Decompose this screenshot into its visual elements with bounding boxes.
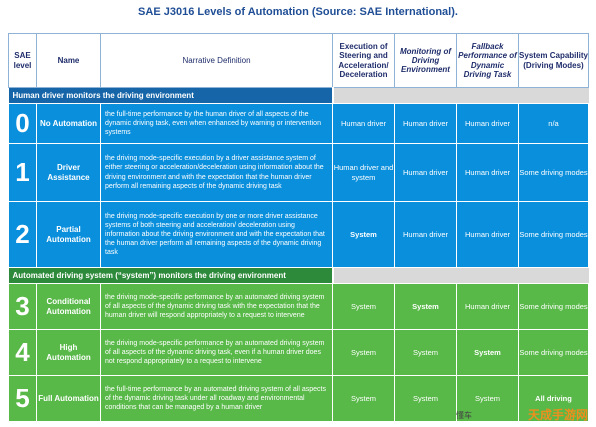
level-capability: Some driving modes (518, 201, 589, 268)
level-execution: System (332, 329, 395, 376)
level-name: Full Automation (36, 375, 101, 422)
section-gap (331, 87, 589, 104)
header-execution: Execution of Steering and Acceleration/ … (332, 33, 395, 88)
level-fallback: Human driver (456, 201, 519, 268)
level-execution: System (332, 283, 395, 330)
level-number: 2 (8, 201, 37, 268)
level-fallback: Human driver (456, 103, 519, 144)
level-monitoring: System (394, 375, 457, 422)
level-row-5: 5 Full Automation the full-time performa… (8, 375, 589, 422)
level-number: 5 (8, 375, 37, 422)
level-number: 1 (8, 143, 37, 202)
header-fallback: Fallback Performance of Dynamic Driving … (456, 33, 519, 88)
level-name: Partial Automation (36, 201, 101, 268)
level-name: Driver Assistance (36, 143, 101, 202)
level-definition: the driving mode-specific performance by… (100, 283, 333, 330)
level-monitoring: Human driver (394, 103, 457, 144)
level-capability: All driving (518, 375, 589, 422)
level-definition: the driving mode-specific execution by o… (100, 201, 333, 268)
page-title: SAE J3016 Levels of Automation (Source: … (138, 6, 458, 18)
section-row-human: Human driver monitors the driving enviro… (8, 87, 589, 104)
header-capability: System Capability (Driving Modes) (518, 33, 589, 88)
level-definition: the driving mode-specific execution by a… (100, 143, 333, 202)
level-number: 4 (8, 329, 37, 376)
level-fallback: System (456, 375, 519, 422)
level-name: High Automation (36, 329, 101, 376)
level-monitoring: Human driver (394, 201, 457, 268)
level-fallback: Human driver (456, 143, 519, 202)
level-row-3: 3 Conditional Automation the driving mod… (8, 283, 589, 330)
header-name: Name (36, 33, 101, 88)
level-capability: Some driving modes (518, 329, 589, 376)
section-human-label: Human driver monitors the driving enviro… (8, 87, 333, 104)
automation-levels-table: SAE level Name Narrative Definition Exec… (8, 33, 589, 422)
level-row-0: 0 No Automation the full-time performanc… (8, 103, 589, 144)
level-fallback: System (456, 329, 519, 376)
level-fallback: Human driver (456, 283, 519, 330)
header-monitoring: Monitoring of Driving Environment (394, 33, 457, 88)
level-definition: the driving mode-specific performance by… (100, 329, 333, 376)
level-monitoring: System (394, 283, 457, 330)
level-capability: Some driving modes (518, 283, 589, 330)
level-capability: Some driving modes (518, 143, 589, 202)
level-execution: System (332, 375, 395, 422)
level-row-4: 4 High Automation the driving mode-speci… (8, 329, 589, 376)
level-name: Conditional Automation (36, 283, 101, 330)
watermark-logo: 天成手游网 (527, 408, 588, 422)
section-row-automated: Automated driving system (“system”) moni… (8, 267, 589, 284)
level-definition: the full-time performance by an automate… (100, 375, 333, 422)
level-capability: n/a (518, 103, 589, 144)
section-gap (331, 267, 589, 284)
level-row-1: 1 Driver Assistance the driving mode-spe… (8, 143, 589, 202)
header-definition: Narrative Definition (100, 33, 333, 88)
header-sae-level: SAE level (8, 33, 37, 88)
header-row: SAE level Name Narrative Definition Exec… (8, 33, 589, 88)
level-number: 0 (8, 103, 37, 144)
level-name: No Automation (36, 103, 101, 144)
level-row-2: 2 Partial Automation the driving mode-sp… (8, 201, 589, 268)
level-execution: Human driver and system (332, 143, 395, 202)
watermark-small: 懂车 (456, 411, 472, 420)
level-execution: System (332, 201, 395, 268)
level-monitoring: Human driver (394, 143, 457, 202)
level-number: 3 (8, 283, 37, 330)
level-definition: the full-time performance by the human d… (100, 103, 333, 144)
level-monitoring: System (394, 329, 457, 376)
section-automated-label: Automated driving system (“system”) moni… (8, 267, 333, 284)
level-execution: Human driver (332, 103, 395, 144)
